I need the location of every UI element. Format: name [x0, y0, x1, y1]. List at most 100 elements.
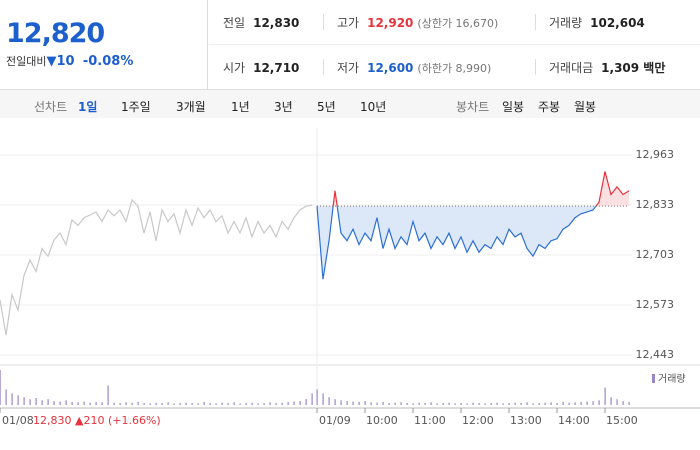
change-amount: ▼10 — [46, 54, 75, 69]
volume-bar — [293, 401, 295, 405]
volume-bar — [311, 393, 313, 405]
volume-bar — [59, 401, 61, 405]
volume-bar — [322, 393, 324, 405]
volume-bar — [460, 403, 462, 405]
change-label: 전일대비 — [6, 55, 47, 68]
volume-bar — [502, 403, 504, 405]
volume-bar — [155, 402, 157, 405]
volume-bar — [203, 401, 205, 405]
stat: 저가 12,600 (하한가 8,990) — [337, 59, 491, 76]
tab-group-label: 선차트 — [34, 100, 68, 114]
volume-bar — [137, 401, 139, 405]
y-tick-label: 12,573 — [636, 298, 675, 311]
plot-bg — [0, 118, 700, 450]
volume-bar — [424, 403, 426, 405]
volume-bar — [346, 401, 348, 405]
volume-bar — [370, 402, 372, 405]
volume-bar — [269, 402, 271, 405]
volume-bar — [580, 401, 582, 405]
stat: 전일 12,830 — [223, 14, 299, 31]
volume-bar — [161, 403, 163, 405]
x-tick-label: 13:00 — [510, 414, 542, 427]
x-tick-label: 11:00 — [414, 414, 446, 427]
volume-bar — [149, 403, 151, 405]
stat-label: 저가 — [337, 61, 360, 75]
volume-bar — [334, 399, 336, 405]
stat-sep — [535, 14, 536, 30]
volume-bar — [592, 401, 594, 405]
tab: 1주일 — [121, 100, 151, 114]
volume-bar — [598, 400, 600, 405]
volume-bar — [514, 402, 516, 405]
volume-bar — [35, 398, 37, 405]
volume-bar — [412, 403, 414, 405]
tab-bar: 선차트 1일 1주일 3개월 1년 3년 5년 10년 봉차트 일봉 주봉 월봉 — [0, 90, 700, 120]
volume-bar — [0, 370, 1, 405]
volume-bar — [167, 402, 169, 405]
stat-sep — [323, 14, 324, 30]
day-summary: 12,830 ▲210 (+1.66%) — [33, 414, 161, 427]
tab-group-label: 봉차트 — [456, 100, 490, 114]
volume-bar — [305, 399, 307, 405]
volume-bar — [364, 401, 366, 405]
stats: 전일 12,830 고가 12,920 (상한가 16,670) 거래량 102,604 시가… — [209, 0, 700, 90]
volume-bar — [406, 403, 408, 405]
volume-bar — [101, 402, 103, 405]
tab: 5년 — [317, 100, 336, 114]
volume-bar — [454, 403, 456, 405]
stat-label: 거래대금 — [549, 61, 594, 75]
volume-bar — [430, 402, 432, 405]
volume-bar — [23, 397, 25, 405]
volume-bar — [251, 402, 253, 405]
price-line — [0, 198, 313, 336]
stat: 거래대금 1,309 백만 — [549, 59, 665, 76]
volume-bar — [197, 403, 199, 405]
volume-bar — [604, 387, 606, 405]
stat: 거래량 102,604 — [549, 14, 645, 31]
volume-bar — [352, 401, 354, 405]
volume-bar — [179, 403, 181, 405]
tab: 3년 — [274, 100, 293, 114]
volume-bar — [281, 402, 283, 405]
volume-bar — [11, 393, 13, 405]
volume-bar — [448, 402, 450, 405]
volume-bar — [622, 401, 624, 405]
volume-bar — [239, 403, 241, 405]
volume-bar — [490, 403, 492, 405]
volume-bar — [532, 403, 534, 405]
volume-bar — [628, 401, 630, 405]
volume-bar — [275, 403, 277, 405]
y-tick-label: 12,703 — [636, 248, 675, 261]
volume-bar — [586, 401, 588, 405]
stat-value: 12,600 — [367, 61, 414, 75]
volume-bar — [263, 403, 265, 405]
volume-bar — [89, 402, 91, 405]
volume-bar — [245, 403, 247, 405]
volume-bar — [47, 399, 49, 405]
x-tick-label: 14:00 — [558, 414, 590, 427]
volume-legend: 거래량 — [658, 373, 686, 385]
stat: 고가 12,920 (상한가 16,670) — [337, 14, 498, 31]
volume-bar — [388, 403, 390, 405]
tab: 일봉 — [502, 100, 525, 114]
volume-bar — [616, 399, 618, 405]
volume-bar — [550, 402, 552, 405]
stat-value: 12,830 — [253, 15, 300, 30]
volume-bar — [394, 402, 396, 405]
volume-bar — [316, 389, 318, 405]
stat-value: 12,710 — [253, 61, 300, 75]
volume-bar — [496, 402, 498, 405]
volume-bar — [257, 403, 259, 405]
volume-bar — [119, 403, 121, 405]
area-below — [317, 206, 596, 280]
volume-bar — [508, 403, 510, 405]
volume-bar — [233, 402, 235, 405]
volume-bar — [173, 403, 175, 405]
tab: 주봉 — [538, 100, 561, 114]
volume-bar — [83, 401, 85, 405]
date-label: 01/09 — [319, 414, 351, 427]
tab: 1년 — [231, 100, 250, 114]
date-label: 01/08 — [2, 414, 34, 427]
stat-note: (하한가 8,990) — [417, 62, 492, 75]
